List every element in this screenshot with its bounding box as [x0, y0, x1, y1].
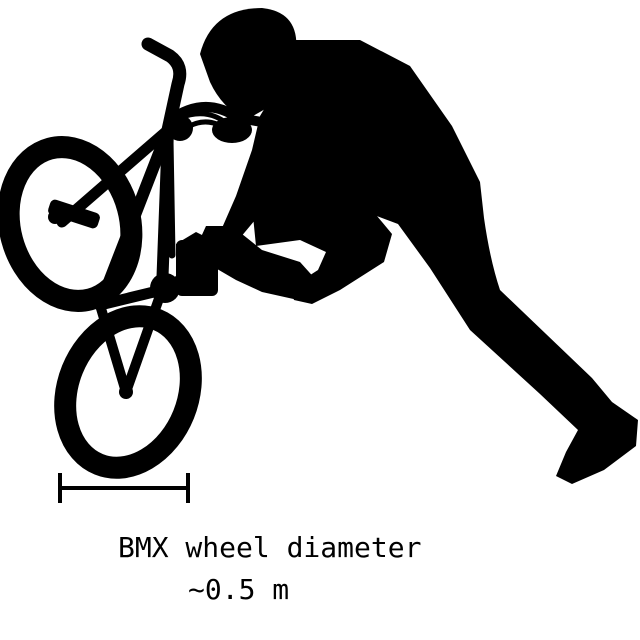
rider-body-icon — [176, 40, 638, 484]
caption-value: ~0.5 m — [188, 573, 290, 606]
front-peg-icon — [48, 199, 100, 229]
caption-title: BMX wheel diameter — [118, 531, 422, 564]
scale-bar-icon — [58, 473, 190, 503]
bmx-rider-silhouette-icon — [0, 8, 638, 484]
